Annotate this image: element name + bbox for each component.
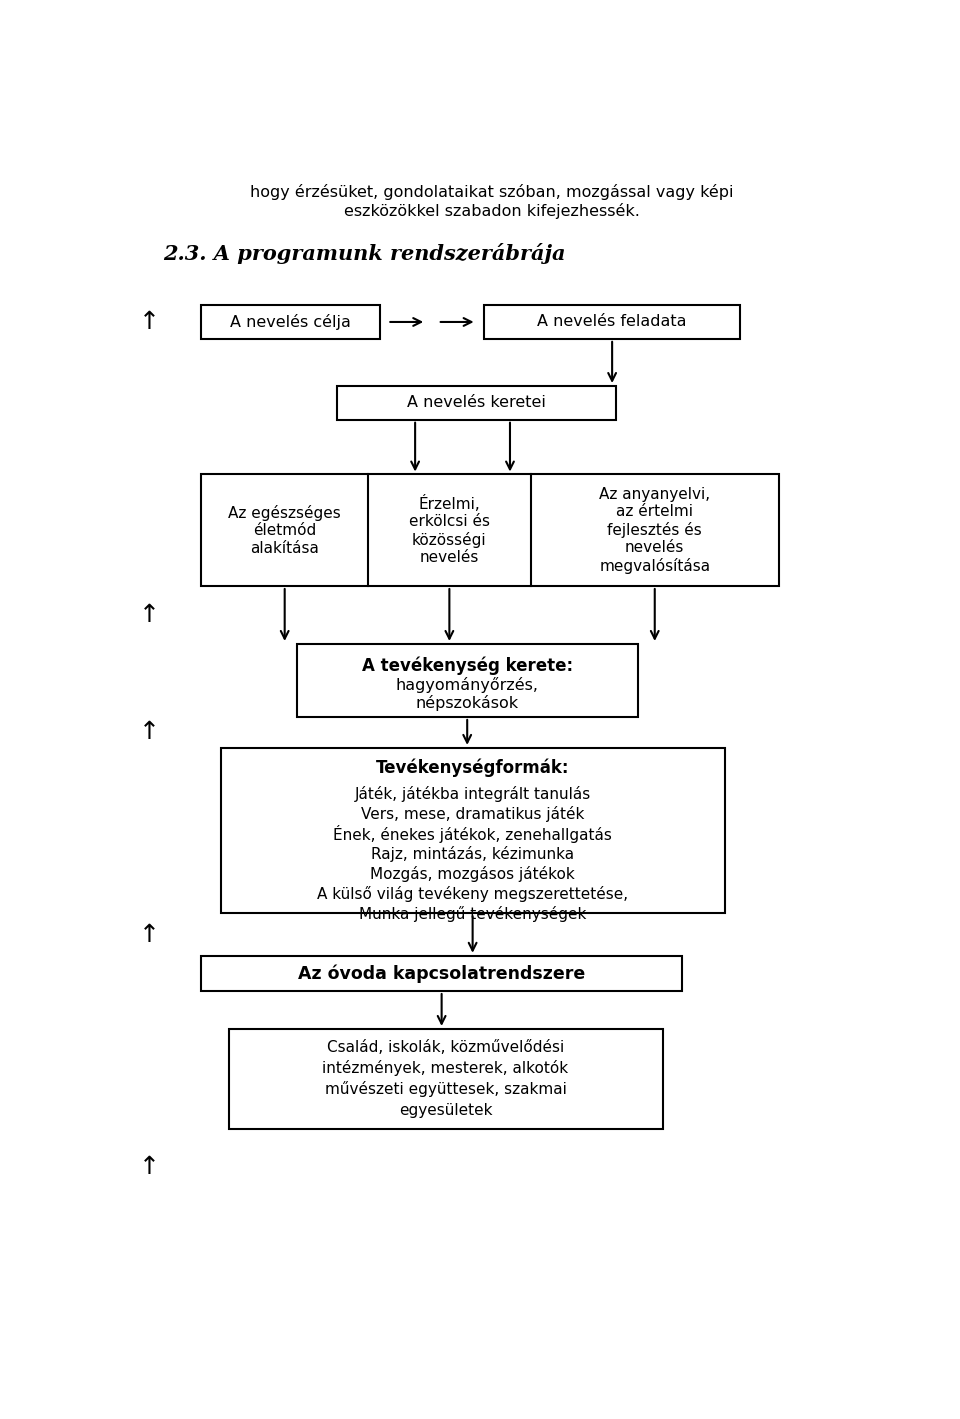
Text: ↑: ↑ — [139, 603, 160, 627]
Bar — [202, 305, 379, 339]
Bar — [297, 644, 637, 717]
Text: egyesületek: egyesületek — [398, 1103, 492, 1118]
Text: hogy érzésüket, gondolataikat szóban, mozgással vagy képi: hogy érzésüket, gondolataikat szóban, mo… — [251, 184, 733, 200]
Bar — [202, 474, 779, 586]
Text: Az anyanyelvi,
az értelmi
fejlesztés és
nevelés
megvalósítása: Az anyanyelvi, az értelmi fejlesztés és … — [599, 487, 710, 573]
Bar — [484, 305, 740, 339]
Text: Mozgás, mozgásos játékok: Mozgás, mozgásos játékok — [371, 866, 575, 883]
Text: Az egészséges
életmód
alakítása: Az egészséges életmód alakítása — [228, 505, 341, 556]
Text: ↑: ↑ — [139, 309, 160, 333]
Text: művészeti együttesek, szakmai: művészeti együttesek, szakmai — [324, 1081, 566, 1097]
Bar — [337, 386, 616, 420]
Text: 2.3. A programunk rendszerábrája: 2.3. A programunk rendszerábrája — [162, 244, 565, 264]
Text: Család, iskolák, közművelődési: Család, iskolák, közművelődési — [326, 1040, 564, 1056]
Text: Érzelmi,
erkölcsi és
közösségi
nevelés: Érzelmi, erkölcsi és közösségi nevelés — [409, 495, 490, 565]
Bar — [221, 748, 725, 914]
Text: eszközökkel szabadon kifejezhessék.: eszközökkel szabadon kifejezhessék. — [344, 203, 640, 219]
Text: A tevékenység kerete:: A tevékenység kerete: — [362, 656, 573, 674]
Text: Rajz, mintázás, kézimunka: Rajz, mintázás, kézimunka — [372, 846, 574, 861]
Text: intézmények, mesterek, alkotók: intézmények, mesterek, alkotók — [323, 1060, 568, 1077]
Text: ↑: ↑ — [139, 721, 160, 745]
Text: A nevelés feladata: A nevelés feladata — [538, 315, 686, 329]
Text: ↑: ↑ — [139, 1155, 160, 1179]
Text: A nevelés célja: A nevelés célja — [230, 314, 351, 331]
Text: Ének, énekes játékok, zenehallgatás: Ének, énekes játékok, zenehallgatás — [333, 824, 612, 843]
Bar — [228, 1029, 662, 1130]
Text: Tevékenységformák:: Tevékenységformák: — [376, 759, 569, 778]
Text: Vers, mese, dramatikus játék: Vers, mese, dramatikus játék — [361, 806, 585, 822]
Text: hagyományőrzés,
népszokások: hagyományőrzés, népszokások — [396, 677, 539, 711]
Text: ↑: ↑ — [139, 922, 160, 946]
Bar — [202, 955, 682, 990]
Text: A külső világ tevékeny megszerettetése,: A külső világ tevékeny megszerettetése, — [317, 885, 628, 902]
Text: Az óvoda kapcsolatrendszere: Az óvoda kapcsolatrendszere — [298, 964, 586, 982]
Text: Játék, játékba integrált tanulás: Játék, játékba integrált tanulás — [354, 786, 590, 802]
Text: Munka jellegű tevékenységek: Munka jellegű tevékenységek — [359, 907, 587, 922]
Text: A nevelés keretei: A nevelés keretei — [407, 396, 546, 410]
